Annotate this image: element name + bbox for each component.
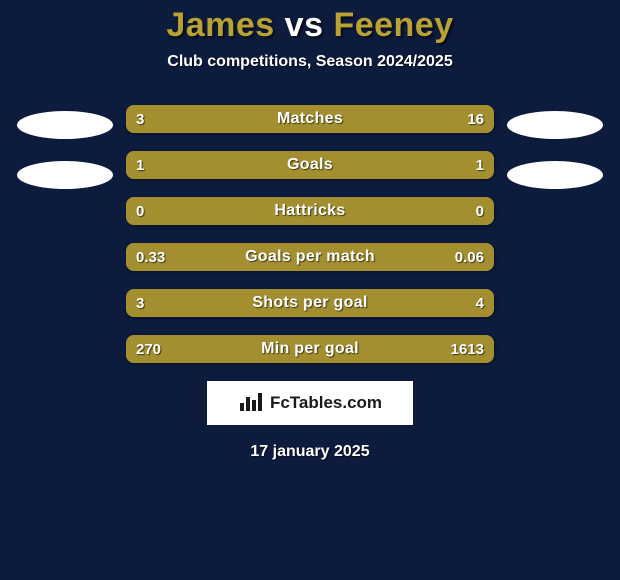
branding-badge: FcTables.com [207, 381, 413, 425]
stat-row-shots-per-goal: 34Shots per goal [126, 289, 494, 317]
comparison-section: 316Matches 11Goals 00Hattricks 0.330.06Goal… [0, 105, 620, 363]
stat-label: Goals [126, 151, 494, 179]
date-label: 17 january 2025 [250, 443, 369, 461]
player2-name: Feeney [333, 6, 453, 44]
team-left-column [10, 111, 120, 189]
stat-row-goals: 11Goals [126, 151, 494, 179]
stat-row-hattricks: 00Hattricks [126, 197, 494, 225]
stat-label: Hattricks [126, 197, 494, 225]
page-title: James vs Feeney [166, 6, 453, 45]
stat-label: Matches [126, 105, 494, 133]
team-right-column [500, 111, 610, 189]
stat-row-min-per-goal: 2701613Min per goal [126, 335, 494, 363]
player1-name: James [166, 6, 274, 44]
stat-label: Goals per match [126, 243, 494, 271]
stat-row-goals-per-match: 0.330.06Goals per match [126, 243, 494, 271]
stat-label: Min per goal [126, 335, 494, 363]
stat-label: Shots per goal [126, 289, 494, 317]
team-right-logo-2 [507, 161, 603, 189]
bar-chart-icon [238, 391, 264, 416]
comparison-bars: 316Matches 11Goals 00Hattricks 0.330.06Goal… [120, 105, 500, 363]
branding-text: FcTables.com [270, 393, 382, 413]
team-left-logo-1 [17, 111, 113, 139]
vs-separator: vs [285, 6, 324, 44]
team-right-logo-1 [507, 111, 603, 139]
team-left-logo-2 [17, 161, 113, 189]
subtitle: Club competitions, Season 2024/2025 [167, 53, 452, 71]
stat-row-matches: 316Matches [126, 105, 494, 133]
